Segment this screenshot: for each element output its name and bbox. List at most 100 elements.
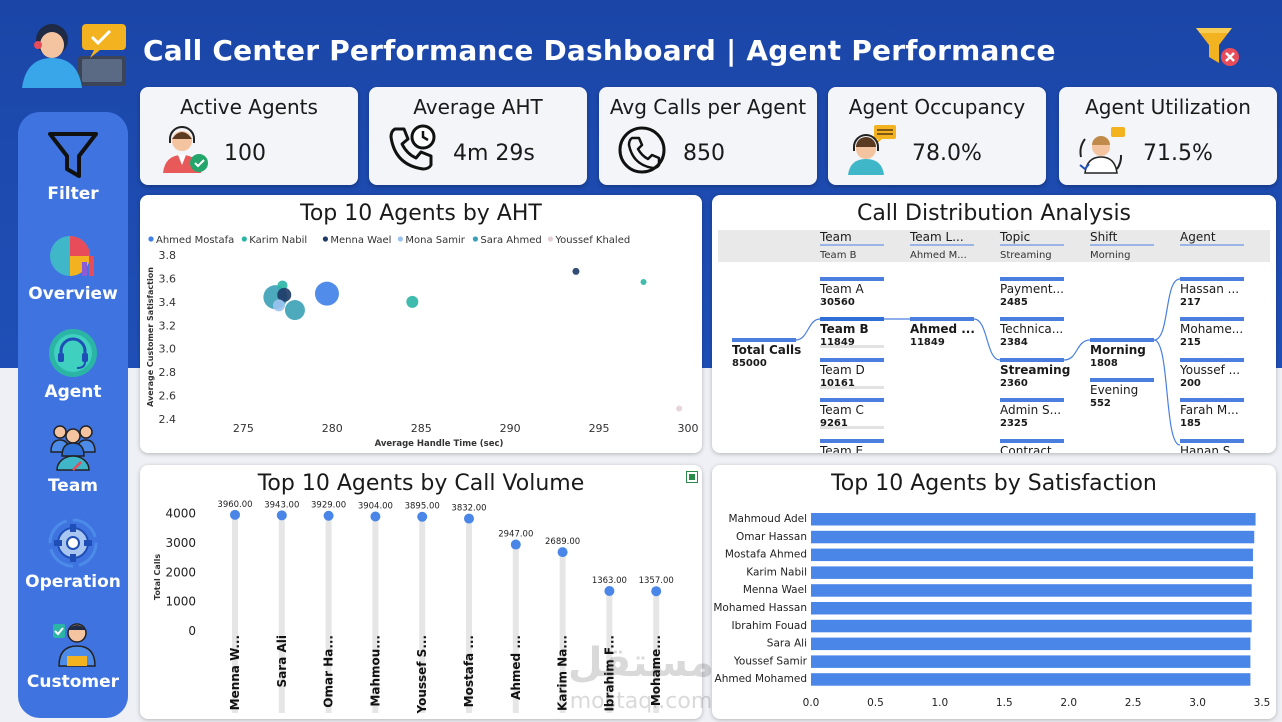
tree-node-bar (1000, 398, 1064, 402)
scatter-point (284, 300, 305, 321)
x-tick-label: Menna W... (228, 635, 242, 710)
sidebar-item-label: Filter (47, 184, 99, 204)
panel-title: Top 10 Agents by Call Volume (257, 471, 585, 496)
panel-title: Call Distribution Analysis (856, 201, 1132, 226)
lollipop-stem (653, 591, 660, 713)
legend-label: Sara Ahmed (480, 235, 541, 246)
sidebar-item-team[interactable]: Team (18, 422, 128, 496)
lollipop-stem (419, 516, 426, 713)
tree-header-value: Morning (1090, 250, 1130, 261)
team-icon (50, 425, 96, 471)
kpi-value: 78.0% (912, 141, 982, 166)
kpi-card-agent-utilization: Agent Utilization 71.5% (1059, 87, 1277, 185)
tree-node-bar (1090, 338, 1154, 342)
sidebar-item-overview[interactable]: Overview (18, 234, 128, 304)
kpi-title: Avg Calls per Agent (609, 95, 807, 119)
tree-node-value: 10161 (820, 378, 855, 389)
y-axis-title: Average Customer Satisfaction (146, 267, 155, 407)
sidebar-item-label: Overview (28, 284, 118, 304)
tree-node-bar (1000, 317, 1064, 321)
lollipop-point (557, 547, 568, 558)
satisfaction-bar (811, 602, 1252, 615)
tree-node-value: 185 (1180, 418, 1201, 429)
kpi-card-average-aht: Average AHT 4m 29s (369, 87, 587, 185)
tree-node-value: 1808 (1090, 358, 1118, 369)
tree-node-bar (1180, 398, 1244, 402)
x-tick-label: 2.0 (1060, 697, 1077, 709)
tree-node-bar (820, 358, 884, 362)
agent-check-icon (163, 126, 208, 173)
sidebar-item-agent[interactable]: Agent (18, 328, 128, 402)
volume-panel: Top 10 Agents by Call Volume 0 1000 2000 30… (140, 465, 702, 719)
clear-filter-icon[interactable] (1194, 26, 1242, 70)
tree-node-bar (820, 317, 884, 321)
agent-qa-icon (848, 125, 896, 175)
sidebar-item-filter[interactable]: Filter (18, 130, 128, 204)
x-tick-label: Mahmou... (368, 635, 382, 707)
satisfaction-bar (811, 548, 1253, 562)
x-tick-label: Ahmed ... (509, 635, 523, 700)
y-tick-label: Menna Wael (743, 584, 807, 596)
x-tick-label: 2.5 (1125, 697, 1142, 709)
tree-connector (795, 318, 821, 341)
lollipop-stem (466, 518, 472, 713)
x-tick-label: 1.0 (932, 697, 949, 709)
tree-node-bar (1180, 317, 1244, 321)
x-tick-label: 0.0 (803, 697, 820, 709)
x-tick-label: 3.0 (1189, 697, 1206, 709)
tree-node-label: Team B (820, 322, 869, 336)
tree-node-bar (1090, 378, 1154, 382)
tree-node-label: Hassan ... (1180, 282, 1239, 296)
lollipop-point (604, 586, 615, 597)
kpi-card-active-agents: Active Agents 100 (140, 87, 358, 185)
tree-node-bar (732, 338, 796, 342)
lollipop-point (510, 539, 521, 550)
lollipop-stem (512, 544, 519, 713)
sidebar-item-operation[interactable]: Operation (18, 518, 128, 592)
tree-node-bar (1000, 439, 1064, 443)
y-tick-label: 2000 (165, 565, 196, 579)
phone-icon (618, 126, 666, 174)
data-label: 3929.00 (311, 501, 346, 511)
tree-header-value: Team B (819, 250, 857, 261)
x-tick-label: Ibrahim F... (602, 635, 616, 712)
tree-node-label: Streaming (1000, 363, 1070, 377)
scatter-point (406, 295, 419, 308)
y-tick-label: Mostafa Ahmed (725, 549, 807, 561)
headset-icon (49, 329, 97, 377)
kpi-value: 850 (683, 141, 725, 166)
tree-node-bar (1180, 277, 1244, 281)
call-center-logo (22, 24, 126, 88)
export-data-icon[interactable] (686, 471, 698, 483)
phone-clock-icon (389, 124, 436, 171)
lollipop-point (464, 513, 474, 524)
tree-track (820, 386, 884, 389)
tree-header-field: Shift (1090, 230, 1118, 244)
tree-node-bar (1000, 277, 1064, 281)
sidebar-item-label: Agent (44, 382, 102, 402)
panel-title: Top 10 Agents by Satisfaction (831, 471, 1157, 496)
tree-node-label: Technica... (999, 322, 1063, 336)
x-tick-label: 295 (589, 422, 610, 435)
lollipop-point (230, 509, 240, 520)
legend-marker (148, 236, 154, 242)
x-tick-label: 3.5 (1254, 697, 1271, 709)
tree-node-value: 2384 (1000, 337, 1028, 348)
tree-header-field: Team (819, 230, 852, 244)
tree-node-label: Admin S... (1000, 403, 1061, 417)
x-tick-label: Sara Ali (275, 635, 289, 687)
x-tick-label: Mohame... (649, 635, 663, 706)
tree-node-label: Evening (1090, 383, 1138, 397)
kpi-title: Agent Utilization (1085, 95, 1251, 119)
tree-node-label: Mohame... (1180, 322, 1243, 336)
pie-chart-icon (50, 236, 94, 276)
data-label: 3895.00 (405, 502, 440, 512)
customer-icon (53, 623, 96, 667)
x-tick-label: Omar Ha... (322, 635, 336, 708)
gear-icon (48, 518, 98, 568)
y-tick-label: 3.8 (159, 249, 177, 262)
sidebar-item-customer[interactable]: Customer (18, 618, 128, 692)
tree-node-label: Total Calls (732, 343, 801, 357)
y-tick-label: 0 (188, 624, 196, 638)
satisfaction-bar (811, 673, 1251, 686)
